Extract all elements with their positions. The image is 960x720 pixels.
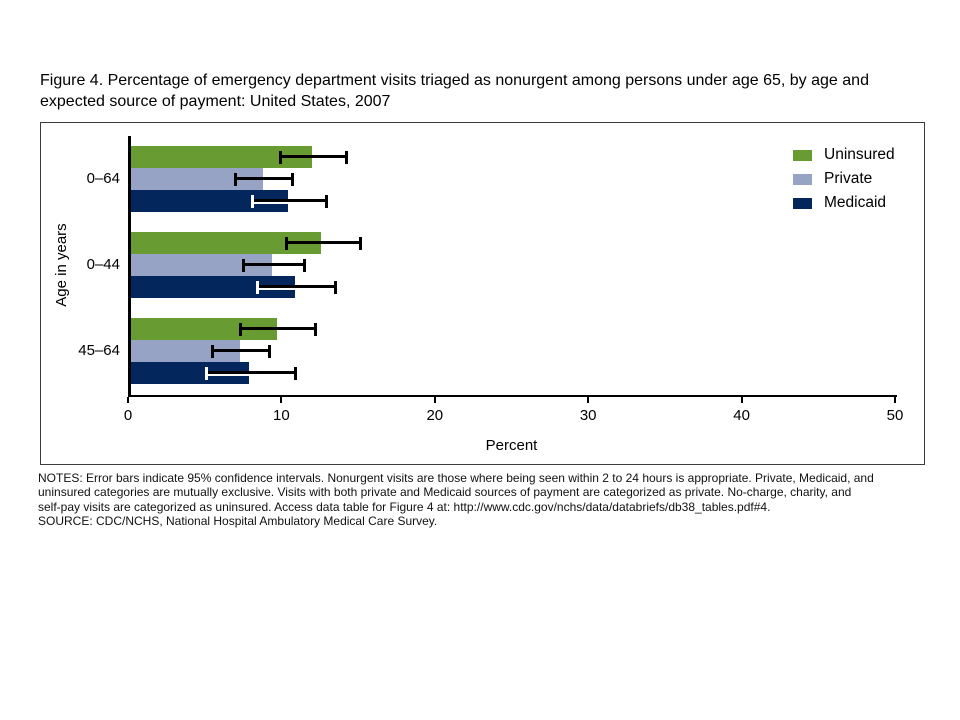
x-tick-40 xyxy=(740,397,743,403)
error-bar-inner-white xyxy=(252,202,288,204)
legend-item-private: Private xyxy=(793,170,872,188)
error-bar-cap-high xyxy=(324,194,328,208)
error-bar-cap-low xyxy=(211,344,215,358)
bar-uninsured-group0 xyxy=(128,146,313,168)
error-bar-line xyxy=(286,241,360,244)
bar-medicaid-group0 xyxy=(128,190,288,212)
error-bar-line xyxy=(235,177,293,180)
error-bar-inner-white xyxy=(206,374,250,376)
x-tick-30 xyxy=(587,397,590,403)
error-bar-line xyxy=(279,155,346,158)
error-bar-line xyxy=(252,199,326,202)
x-tick-label-10: 10 xyxy=(273,407,290,424)
legend-label-medicaid: Medicaid xyxy=(824,194,887,211)
bar-uninsured-group1 xyxy=(128,232,322,254)
x-tick-0 xyxy=(127,397,129,403)
bar-private-group0 xyxy=(128,168,263,190)
x-axis-line xyxy=(128,395,897,397)
bar-medicaid-group2 xyxy=(128,362,250,384)
category-label-group1: 0–44 xyxy=(86,256,120,273)
legend-item-medicaid: Medicaid xyxy=(793,194,886,212)
error-bar-line xyxy=(256,285,336,288)
figure-title: Figure 4. Percentage of emergency depart… xyxy=(40,70,940,112)
error-bar-cap-high xyxy=(291,172,295,186)
legend-label-private: Private xyxy=(824,170,873,187)
legend-swatch-private xyxy=(793,173,812,185)
error-bar-cap-low xyxy=(234,172,238,186)
legend-swatch-medicaid xyxy=(793,197,812,209)
x-tick-20 xyxy=(433,397,436,403)
error-bar-cap-high xyxy=(334,280,338,294)
bar-chart: Uninsured Private Medicaid 0 10 20 30 40 50 Perce… xyxy=(40,122,925,465)
x-tick-label-30: 30 xyxy=(579,407,597,424)
error-bar-line xyxy=(243,263,305,266)
error-bar-cap-high xyxy=(268,344,272,358)
notes-line3: self-pay visits are categorized as unins… xyxy=(38,499,771,514)
x-tick-10 xyxy=(280,397,283,403)
x-tick-label-40: 40 xyxy=(733,407,750,424)
figure-notes: NOTES: Error bars indicate 95% confidenc… xyxy=(38,471,938,528)
error-bar-cap-high xyxy=(294,366,298,380)
error-bar-cap-high xyxy=(344,150,348,164)
x-tick-label-0: 0 xyxy=(123,407,133,424)
bar-private-group1 xyxy=(128,254,273,276)
error-bar-cap-low xyxy=(238,322,242,336)
category-label-group0: 0–64 xyxy=(86,170,120,187)
error-bar-cap-high xyxy=(303,258,307,272)
legend-item-uninsured: Uninsured xyxy=(793,146,895,164)
legend-swatch-uninsured xyxy=(793,149,812,161)
error-bar-cap-low xyxy=(285,236,288,250)
error-bar-cap-high xyxy=(358,236,362,250)
error-bar-cap-high xyxy=(314,322,318,336)
error-bar-line xyxy=(212,349,270,352)
notes-line2: uninsured categories are mutually exclus… xyxy=(38,485,852,500)
y-axis-line xyxy=(128,136,131,397)
error-bar-cap-low xyxy=(255,280,259,294)
category-label-group2: 45–64 xyxy=(78,342,120,359)
error-bar-cap-low xyxy=(278,150,282,164)
error-bar-line xyxy=(239,327,316,330)
legend-label-uninsured: Uninsured xyxy=(824,146,895,163)
error-bar-cap-low xyxy=(242,258,246,272)
figure-title-line1: Figure 4. Percentage of emergency depart… xyxy=(40,72,869,89)
figure-title-line2: expected source of payment: United State… xyxy=(40,93,391,110)
x-tick-label-20: 20 xyxy=(426,407,444,424)
error-bar-cap-low xyxy=(251,194,255,208)
error-bar-line xyxy=(206,371,296,374)
error-bar-inner-white xyxy=(256,288,296,290)
figure-source: SOURCE: CDC/NCHS, National Hospital Ambu… xyxy=(38,513,438,528)
notes-line1: NOTES: Error bars indicate 95% confidenc… xyxy=(38,471,874,485)
x-tick-label-50: 50 xyxy=(886,407,904,424)
x-tick-50 xyxy=(894,397,896,403)
bar-medicaid-group1 xyxy=(128,276,296,298)
error-bar-cap-low xyxy=(205,366,209,380)
x-axis-title: Percent xyxy=(485,437,538,454)
